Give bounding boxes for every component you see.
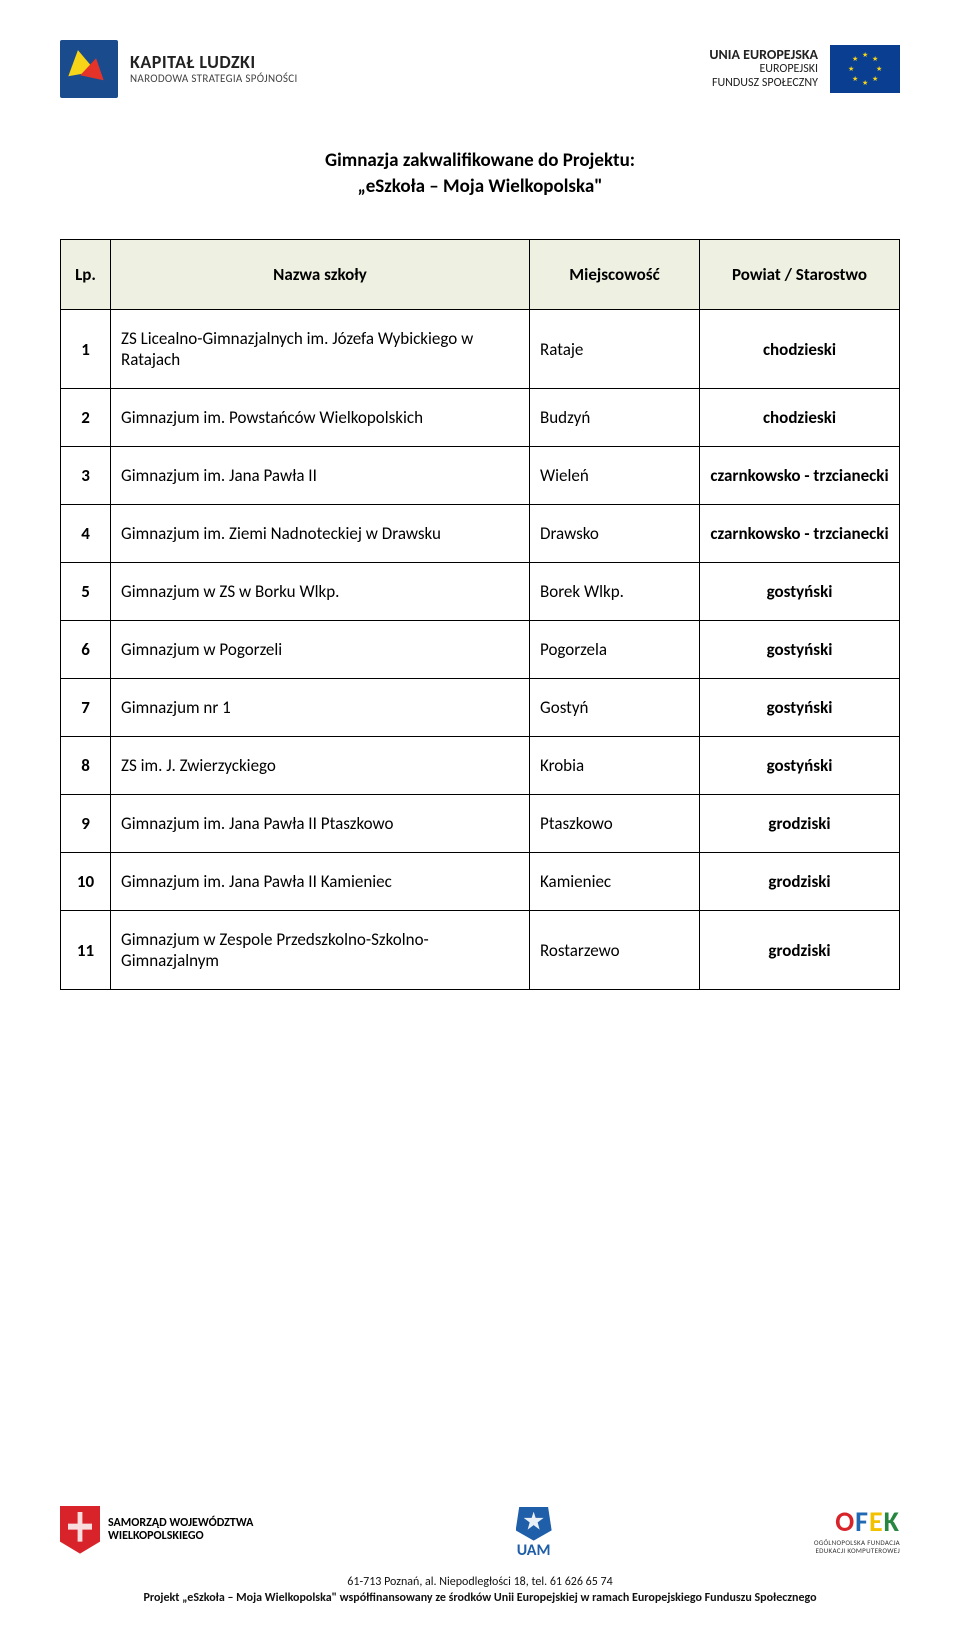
cell-lp: 6 [61,621,111,679]
table-row: 4Gimnazjum im. Ziemi Nadnoteckiej w Draw… [61,505,900,563]
cell-city: Wieleń [530,447,700,505]
uam-label: UAM [517,1541,551,1560]
cell-lp: 3 [61,447,111,505]
cell-pow: gostyński [700,679,900,737]
logo-kapital-ludzki: KAPITAŁ LUDZKI NARODOWA STRATEGIA SPÓJNO… [60,40,298,98]
cell-pow: gostyński [700,563,900,621]
sww-shield-icon [60,1506,100,1554]
cell-pow: gostyński [700,737,900,795]
table-row: 6Gimnazjum w PogorzeliPogorzelagostyński [61,621,900,679]
cell-pow: grodziski [700,853,900,911]
cell-pow: czarnkowsko - trzcianecki [700,447,900,505]
uam-crest-icon [516,1507,552,1541]
title-line1: Gimnazja zakwalifikowane do Projektu: [325,149,635,172]
cell-name: Gimnazjum w ZS w Borku Wlkp. [111,563,530,621]
cell-lp: 2 [61,389,111,447]
footer-address: 61-713 Poznań, al. Niepodległości 18, te… [60,1574,900,1590]
cell-city: Pogorzela [530,621,700,679]
kl-star-icon [60,40,118,98]
ofek-sub2: EDUKACJI KOMPUTEROWEJ [814,1547,900,1555]
table-row: 10Gimnazjum im. Jana Pawła II KamieniecK… [61,853,900,911]
kl-subtitle: NARODOWA STRATEGIA SPÓJNOŚCI [130,73,298,86]
table-row: 9Gimnazjum im. Jana Pawła II PtaszkowoPt… [61,795,900,853]
schools-table: Lp. Nazwa szkoły Miejscowość Powiat / St… [60,239,900,990]
eu-line3: FUNDUSZ SPOŁECZNY [709,77,818,91]
cell-lp: 8 [61,737,111,795]
col-pow: Powiat / Starostwo [700,240,900,310]
cell-city: Ptaszkowo [530,795,700,853]
cell-name: Gimnazjum w Pogorzeli [111,621,530,679]
cell-name: Gimnazjum im. Powstańców Wielkopolskich [111,389,530,447]
cell-name: ZS Licealno-Gimnazjalnych im. Józefa Wyb… [111,310,530,389]
eu-line1: UNIA EUROPEJSKA [709,47,818,63]
cell-name: Gimnazjum nr 1 [111,679,530,737]
cell-pow: grodziski [700,795,900,853]
eu-flag-icon: ★ ★ ★ ★ ★ ★ ★ ★ [830,45,900,93]
cell-lp: 11 [61,911,111,990]
cell-city: Borek Wlkp. [530,563,700,621]
cell-city: Kamieniec [530,853,700,911]
cell-pow: czarnkowsko - trzcianecki [700,505,900,563]
cell-name: ZS im. J. Zwierzyckiego [111,737,530,795]
table-row: 1ZS Licealno-Gimnazjalnych im. Józefa Wy… [61,310,900,389]
ofek-wordmark: OFEK [814,1504,900,1539]
cell-pow: gostyński [700,621,900,679]
cell-lp: 10 [61,853,111,911]
eu-line2: EUROPEJSKI [709,63,818,77]
logo-samorzad-wojewodztwa: SAMORZĄD WOJEWÓDZTWA WIELKOPOLSKIEGO [60,1506,253,1554]
cell-name: Gimnazjum im. Jana Pawła II [111,447,530,505]
logo-uam: UAM [504,1500,564,1560]
cell-city: Krobia [530,737,700,795]
table-row: 8ZS im. J. ZwierzyckiegoKrobiagostyński [61,737,900,795]
table-row: 5Gimnazjum w ZS w Borku Wlkp.Borek Wlkp.… [61,563,900,621]
cell-lp: 5 [61,563,111,621]
page-footer: SAMORZĄD WOJEWÓDZTWA WIELKOPOLSKIEGO UAM… [60,1500,900,1606]
cell-lp: 1 [61,310,111,389]
cell-city: Rostarzewo [530,911,700,990]
col-city: Miejscowość [530,240,700,310]
cell-city: Rataje [530,310,700,389]
table-header-row: Lp. Nazwa szkoły Miejscowość Powiat / St… [61,240,900,310]
cell-city: Drawsko [530,505,700,563]
col-name: Nazwa szkoły [111,240,530,310]
title-line2: „eSzkoła – Moja Wielkopolska" [357,175,602,198]
cell-name: Gimnazjum im. Ziemi Nadnoteckiej w Draws… [111,505,530,563]
logo-unia-europejska: UNIA EUROPEJSKA EUROPEJSKI FUNDUSZ SPOŁE… [709,45,900,93]
cell-pow: chodzieski [700,310,900,389]
document-title: Gimnazja zakwalifikowane do Projektu: „e… [60,148,900,199]
cell-name: Gimnazjum im. Jana Pawła II Kamieniec [111,853,530,911]
cell-lp: 4 [61,505,111,563]
table-row: 7Gimnazjum nr 1Gostyńgostyński [61,679,900,737]
table-row: 2Gimnazjum im. Powstańców Wielkopolskich… [61,389,900,447]
sww-line2: WIELKOPOLSKIEGO [108,1530,253,1543]
cell-city: Gostyń [530,679,700,737]
table-row: 3Gimnazjum im. Jana Pawła IIWieleńczarnk… [61,447,900,505]
footer-project-line: Projekt „eSzkoła – Moja Wielkopolska" ws… [60,1590,900,1606]
cell-city: Budzyń [530,389,700,447]
logo-ofek: OFEK OGÓLNOPOLSKA FUNDACJA EDUKACJI KOMP… [814,1504,900,1554]
col-lp: Lp. [61,240,111,310]
cell-pow: grodziski [700,911,900,990]
cell-name: Gimnazjum im. Jana Pawła II Ptaszkowo [111,795,530,853]
cell-lp: 9 [61,795,111,853]
cell-pow: chodzieski [700,389,900,447]
sww-line1: SAMORZĄD WOJEWÓDZTWA [108,1517,253,1530]
table-row: 11Gimnazjum w Zespole Przedszkolno-Szkol… [61,911,900,990]
kl-title: KAPITAŁ LUDZKI [130,52,298,73]
cell-lp: 7 [61,679,111,737]
cell-name: Gimnazjum w Zespole Przedszkolno-Szkolno… [111,911,530,990]
header-logos: KAPITAŁ LUDZKI NARODOWA STRATEGIA SPÓJNO… [60,40,900,98]
